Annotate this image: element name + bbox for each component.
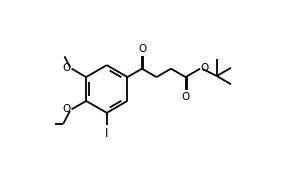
Text: O: O xyxy=(138,44,146,54)
Text: O: O xyxy=(182,91,190,102)
Text: O: O xyxy=(200,63,209,73)
Text: O: O xyxy=(63,63,71,73)
Text: O: O xyxy=(63,104,71,114)
Text: I: I xyxy=(105,127,108,140)
